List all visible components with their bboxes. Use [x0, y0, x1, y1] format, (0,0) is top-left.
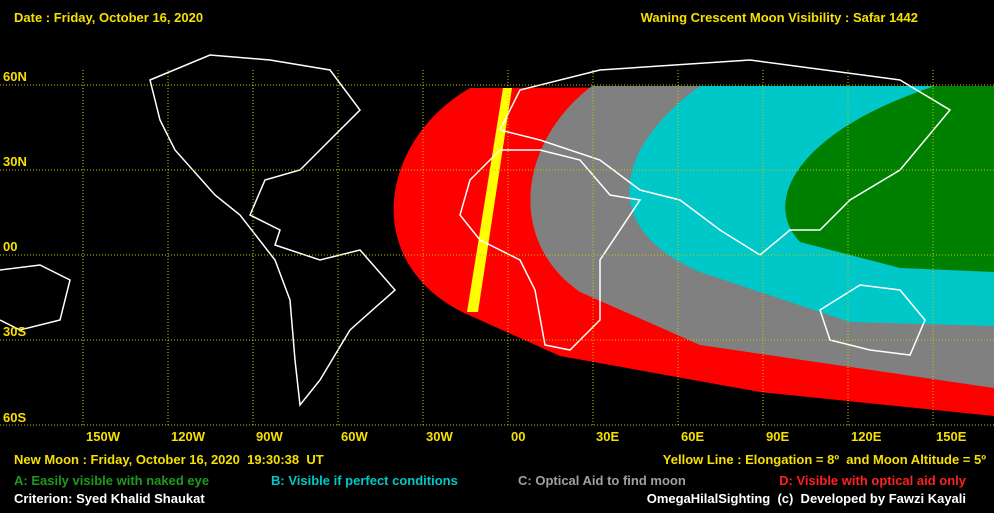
- latitude-label: 00: [3, 239, 17, 254]
- latitude-label: 30N: [3, 154, 27, 169]
- longitude-label: 30W: [426, 429, 453, 444]
- zone-a: [785, 86, 994, 272]
- eurasia-outline: [498, 59, 952, 256]
- africa-outline: [459, 149, 642, 351]
- americas-outline: [149, 54, 397, 407]
- legend-a: A: Easily visible with naked eye: [14, 473, 209, 488]
- australia-outline: [819, 284, 926, 356]
- longitude-label: 90W: [256, 429, 283, 444]
- legend-b: B: Visible if perfect conditions: [271, 473, 458, 488]
- latitude-label: 60N: [3, 69, 27, 84]
- map-title: Waning Crescent Moon Visibility : Safar …: [641, 10, 918, 25]
- new-moon-label: New Moon : Friday, October 16, 2020 19:3…: [14, 452, 324, 467]
- legend-d: D: Visible with optical aid only: [779, 473, 967, 488]
- longitude-label: 90E: [766, 429, 789, 444]
- longitude-label: 120W: [171, 429, 206, 444]
- latitude-label: 60S: [3, 410, 26, 425]
- coastlines: [0, 54, 952, 407]
- visibility-zones: [393, 86, 994, 416]
- latitude-label: 30S: [3, 324, 26, 339]
- longitude-label: 120E: [851, 429, 882, 444]
- longitude-label: 00: [511, 429, 525, 444]
- yellow-line: [467, 88, 512, 312]
- longitude-label: 150E: [936, 429, 967, 444]
- date-label: Date : Friday, October 16, 2020: [14, 10, 203, 25]
- longitude-label: 150W: [86, 429, 121, 444]
- legend-c: C: Optical Aid to find moon: [518, 473, 686, 488]
- longitude-label: 60E: [681, 429, 704, 444]
- graticule: 60N 30N 00 30S 60S 150W 120W 90W 60W 30W 00 30E 60E 9…: [0, 69, 994, 444]
- longitude-label: 30E: [596, 429, 619, 444]
- credit-label: OmegaHilalSighting (c) Developed by Fawz…: [647, 491, 966, 506]
- pacific-outline: [0, 264, 71, 331]
- yellow-line-label: Yellow Line : Elongation = 8º and Moon A…: [663, 452, 986, 467]
- criterion-label: Criterion: Syed Khalid Shaukat: [14, 491, 205, 506]
- longitude-label: 60W: [341, 429, 368, 444]
